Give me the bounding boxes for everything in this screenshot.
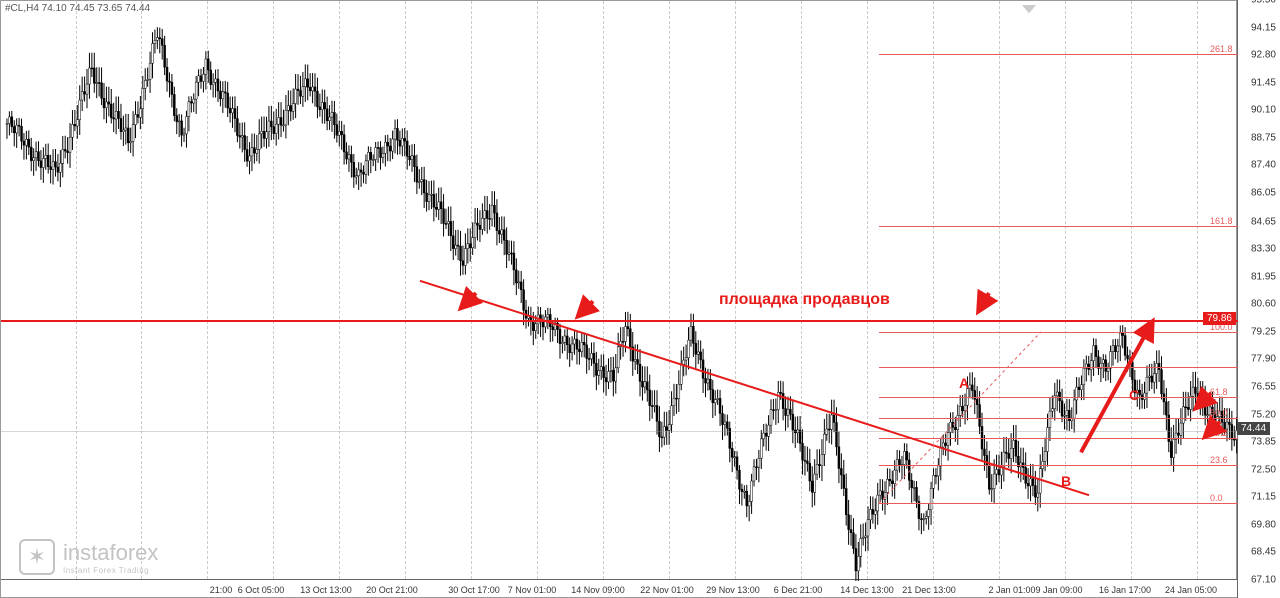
grid-vline xyxy=(339,1,340,579)
grid-vline xyxy=(537,1,538,579)
grid-vline xyxy=(867,1,868,579)
x-tick: 22 Nov 01:00 xyxy=(640,585,694,595)
watermark-tagline: Instant Forex Trading xyxy=(63,566,158,575)
x-tick: 30 Oct 17:00 xyxy=(448,585,500,595)
fib-line xyxy=(879,503,1238,504)
resistance-price-badge: 79.86 xyxy=(1203,312,1236,325)
grid-vline xyxy=(933,1,934,579)
x-tick: 7 Nov 01:00 xyxy=(508,585,557,595)
x-tick: 20 Oct 21:00 xyxy=(366,585,418,595)
x-tick: 6 Dec 21:00 xyxy=(774,585,823,595)
grid-vline xyxy=(141,1,142,579)
grid-vline xyxy=(76,1,77,579)
chart-title: #CL,H4 74.10 74.45 73.65 74.44 xyxy=(5,3,150,14)
fib-line xyxy=(879,397,1238,398)
x-tick: 14 Dec 13:00 xyxy=(840,585,894,595)
y-tick: 69.80 xyxy=(1251,519,1276,530)
candlestick-series xyxy=(1,1,1238,581)
fib-label: 261.8 xyxy=(1210,44,1233,54)
fib-label: 23.6 xyxy=(1210,455,1228,465)
x-tick: 14 Nov 09:00 xyxy=(571,585,625,595)
y-tick: 92.80 xyxy=(1251,50,1276,61)
watermark-logo-icon: ✶ xyxy=(19,539,55,575)
fib-line xyxy=(879,332,1238,333)
x-tick: 6 Oct 05:00 xyxy=(238,585,285,595)
y-tick: 95.50 xyxy=(1251,0,1276,6)
y-tick: 80.60 xyxy=(1251,299,1276,310)
grid-vline xyxy=(207,1,208,579)
x-tick: 16 Jan 17:00 xyxy=(1099,585,1151,595)
x-tick: 13 Oct 13:00 xyxy=(300,585,352,595)
fib-label: 161.8 xyxy=(1210,216,1233,226)
y-tick: 88.75 xyxy=(1251,132,1276,143)
y-tick: 68.45 xyxy=(1251,547,1276,558)
grid-vline xyxy=(405,1,406,579)
x-tick: 21:00 xyxy=(210,585,233,595)
x-tick: 29 Nov 13:00 xyxy=(706,585,760,595)
y-tick: 94.15 xyxy=(1251,22,1276,33)
grid-vline xyxy=(801,1,802,579)
y-tick: 75.20 xyxy=(1251,409,1276,420)
y-tick: 90.10 xyxy=(1251,105,1276,116)
fib-line xyxy=(879,367,1238,368)
fib-line xyxy=(879,418,1238,419)
current-price-line xyxy=(1,431,1238,432)
x-tick: 24 Jan 05:00 xyxy=(1165,585,1217,595)
fib-label: 61.8 xyxy=(1210,387,1228,397)
watermark-brand: instaforex xyxy=(63,540,158,566)
wave-label: C xyxy=(1129,387,1139,403)
x-tick: 9 Jan 09:00 xyxy=(1035,585,1082,595)
grid-vline xyxy=(669,1,670,579)
grid-vline xyxy=(471,1,472,579)
y-tick: 72.50 xyxy=(1251,464,1276,475)
grid-vline xyxy=(273,1,274,579)
fib-line xyxy=(879,438,1238,439)
y-tick: 73.85 xyxy=(1251,437,1276,448)
y-tick: 81.95 xyxy=(1251,271,1276,282)
y-tick: 67.10 xyxy=(1251,575,1276,586)
y-tick: 87.40 xyxy=(1251,160,1276,171)
fib-label: 50.0 xyxy=(1210,408,1228,418)
current-price-badge: 74.44 xyxy=(1237,422,1270,435)
fib-label: 38.2 xyxy=(1210,428,1228,438)
grid-vline xyxy=(1065,1,1066,579)
watermark: ✶ instaforex Instant Forex Trading xyxy=(19,539,158,575)
grid-vline xyxy=(999,1,1000,579)
grid-vline xyxy=(1197,1,1198,579)
sellers-platform-label: площадка продавцов xyxy=(719,291,890,309)
grid-vline xyxy=(1131,1,1132,579)
x-axis: 21:00 6 Oct 05:00 13 Oct 13:00 20 Oct 21:00… xyxy=(1,579,1238,597)
y-tick: 91.45 xyxy=(1251,77,1276,88)
fib-line xyxy=(879,465,1238,466)
x-tick: 2 Jan 01:00 xyxy=(988,585,1035,595)
y-tick: 83.30 xyxy=(1251,244,1276,255)
fib-line xyxy=(879,226,1238,227)
overlay-annotations xyxy=(1,1,1238,581)
share-icon xyxy=(1022,5,1036,19)
grid-vline xyxy=(735,1,736,579)
grid-vline xyxy=(603,1,604,579)
wave-label: B xyxy=(1061,473,1071,489)
y-tick: 77.90 xyxy=(1251,354,1276,365)
wave-label: A xyxy=(959,375,969,391)
y-tick: 86.05 xyxy=(1251,187,1276,198)
resistance-line xyxy=(1,320,1238,322)
y-tick: 76.55 xyxy=(1251,382,1276,393)
fib-line xyxy=(879,54,1238,55)
y-tick: 84.65 xyxy=(1251,216,1276,227)
x-tick: 21 Dec 13:00 xyxy=(902,585,956,595)
chart-container: #CL,H4 74.10 74.45 73.65 74.44 79.86 261.… xyxy=(0,0,1237,598)
y-tick: 79.25 xyxy=(1251,326,1276,337)
y-axis: 95.50 94.15 92.80 91.45 90.10 88.75 87.40 86.05… xyxy=(1237,0,1280,598)
y-tick: 71.15 xyxy=(1251,492,1276,503)
fib-label: 0.0 xyxy=(1210,493,1223,503)
